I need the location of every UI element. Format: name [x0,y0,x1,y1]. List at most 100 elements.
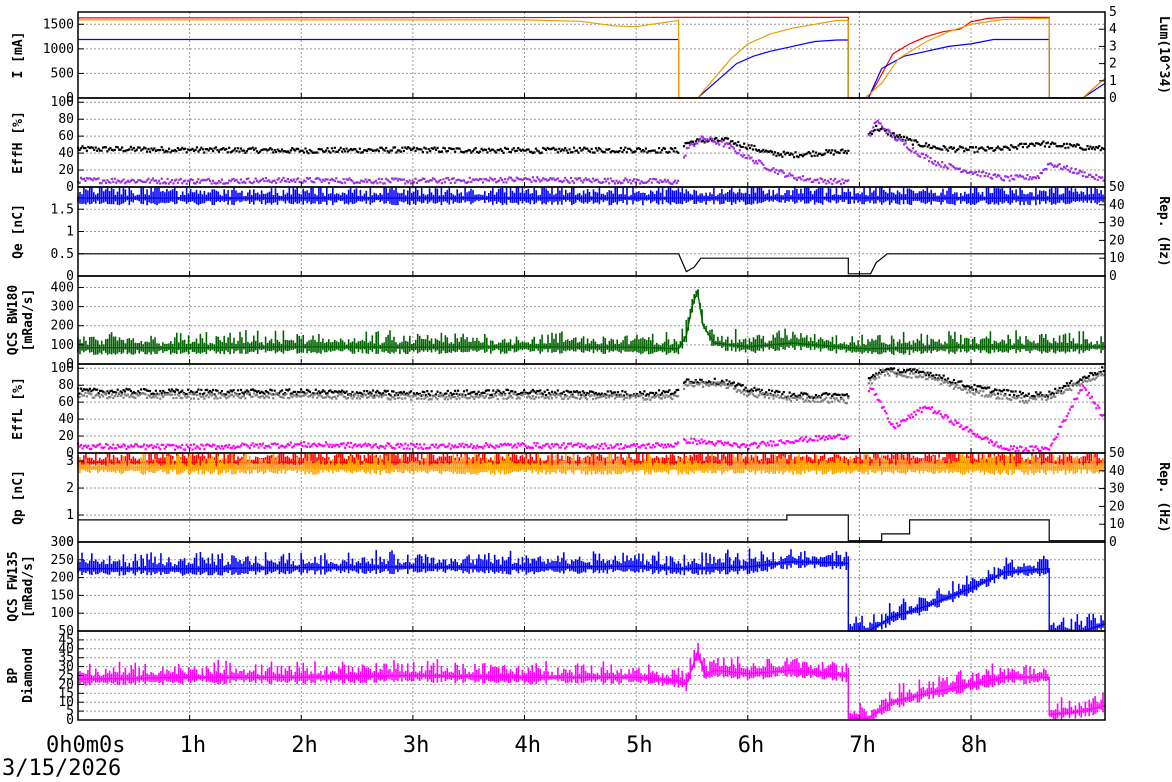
data-point [983,174,986,178]
x-tick-label: 8h [961,733,988,758]
data-point [772,153,775,156]
data-point [223,393,226,396]
data-point [222,182,225,185]
data-point [655,442,658,445]
right-tick-label: 50 [1109,446,1125,461]
data-point [147,147,150,151]
data-point [814,151,818,154]
data-point [873,128,876,132]
data-point [1079,389,1082,392]
data-point [945,166,948,169]
data-point [399,150,402,153]
data-point [395,393,398,396]
data-point [794,177,797,180]
data-point [655,391,658,395]
data-point [960,146,963,149]
data-point [747,154,750,157]
data-point [272,397,275,400]
data-point [188,148,191,152]
data-point [778,170,781,173]
data-point [132,179,135,182]
data-point [578,397,581,400]
data-point [346,150,350,153]
data-point [999,444,1003,447]
data-point [231,446,234,449]
data-point [1008,148,1011,151]
data-point [389,398,392,401]
data-point [198,392,201,395]
data-point [644,394,647,397]
data-point [147,394,150,397]
data-point [741,390,744,393]
data-point [490,396,493,399]
data-point [1040,398,1044,401]
data-point [195,180,199,184]
data-point [599,148,602,151]
data-point [138,393,141,396]
data-point [976,390,979,393]
data-point [452,446,455,449]
data-point [100,393,103,396]
data-point [1084,380,1088,383]
data-point [621,395,624,398]
data-point [690,437,693,440]
data-point [496,148,499,152]
data-point [883,129,887,132]
data-point [380,445,383,448]
data-point [355,445,358,448]
data-point [1067,388,1070,391]
data-point [462,179,466,182]
data-point [567,442,570,445]
data-point [759,442,762,445]
data-point [156,396,159,399]
data-point [79,443,83,447]
data-point [1043,167,1047,171]
data-point [823,179,826,182]
data-point [756,162,759,165]
data-point [407,394,410,397]
data-point [385,146,388,150]
data-point [371,389,375,392]
data-point [1067,168,1070,172]
data-point [545,443,548,446]
data-point [1011,390,1014,393]
data-point [1076,172,1079,175]
data-point [508,395,511,398]
data-point [99,396,102,399]
data-point [410,390,413,393]
data-point [873,378,876,381]
data-point [79,147,83,150]
data-point [897,369,900,372]
data-point [429,149,432,153]
data-point [675,389,678,392]
data-point [314,444,317,447]
data-point [216,445,219,448]
data-point [757,394,760,397]
data-point [506,442,510,446]
data-point [84,146,87,150]
data-point [826,393,829,396]
data-point [232,149,235,152]
data-point [1005,175,1008,178]
data-point [741,155,744,158]
data-point [486,443,489,446]
data-point [829,151,832,154]
data-point [622,148,625,152]
data-point [618,393,621,397]
data-point [489,149,492,152]
data-point [298,395,301,398]
data-point [153,179,156,182]
data-point [288,397,291,400]
data-point [521,442,524,445]
data-point [1064,419,1067,422]
data-point [317,394,320,397]
data-point [109,181,112,184]
data-point [442,146,445,149]
data-point [389,181,392,184]
data-point [520,178,523,181]
data-point [647,179,650,182]
data-point [608,148,611,151]
data-point [870,130,873,133]
data-point [961,384,964,387]
